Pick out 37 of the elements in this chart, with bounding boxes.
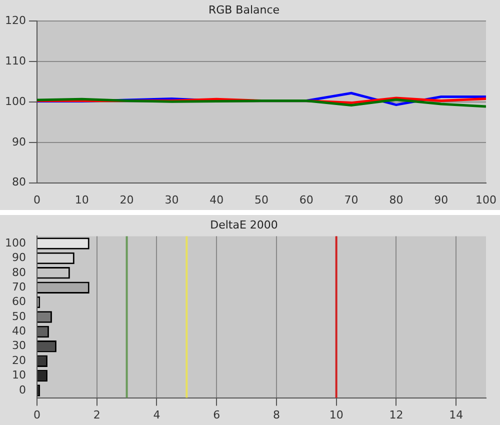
x-tick-label: 8 bbox=[272, 408, 280, 422]
chart-title: DeltaE 2000 bbox=[210, 218, 278, 232]
x-tick-label: 0 bbox=[33, 193, 40, 206]
y-tick-label: 90 bbox=[12, 251, 26, 264]
x-tick-label: 0 bbox=[33, 408, 40, 422]
x-tick-label: 60 bbox=[299, 193, 314, 206]
y-tick-label: 90 bbox=[12, 135, 26, 148]
y-tick-label: 60 bbox=[12, 295, 26, 308]
x-tick-label: 6 bbox=[213, 408, 220, 422]
x-tick-label: 90 bbox=[434, 193, 448, 206]
x-tick-label: 12 bbox=[389, 408, 404, 422]
chart-title: RGB Balance bbox=[208, 3, 280, 16]
y-tick-label: 120 bbox=[4, 14, 26, 28]
x-tick-label: 14 bbox=[449, 408, 464, 422]
y-tick-label: 0 bbox=[18, 383, 26, 396]
y-tick-label: 20 bbox=[12, 354, 26, 367]
x-tick-label: 40 bbox=[210, 193, 224, 206]
y-tick-label: 10 bbox=[12, 368, 26, 382]
y-tick-label: 80 bbox=[12, 176, 26, 189]
x-tick-label: 4 bbox=[153, 408, 160, 422]
x-tick-label: 2 bbox=[93, 408, 100, 422]
x-tick-label: 50 bbox=[254, 193, 268, 206]
y-tick-label: 110 bbox=[4, 54, 26, 68]
x-tick-label: 100 bbox=[476, 193, 496, 206]
y-tick-label: 100 bbox=[4, 94, 26, 108]
y-tick-label: 40 bbox=[12, 324, 26, 338]
x-tick-label: 20 bbox=[120, 193, 134, 206]
x-tick-label: 10 bbox=[74, 193, 89, 206]
y-tick-label: 100 bbox=[4, 236, 26, 250]
x-tick-label: 70 bbox=[344, 193, 358, 206]
y-tick-label: 50 bbox=[12, 310, 26, 323]
x-tick-label: 80 bbox=[389, 193, 404, 206]
y-tick-label: 70 bbox=[12, 280, 26, 294]
x-tick-label: 10 bbox=[329, 408, 344, 422]
y-tick-label: 30 bbox=[12, 339, 26, 352]
y-tick-label: 80 bbox=[12, 266, 26, 279]
x-tick-label: 30 bbox=[164, 193, 179, 206]
